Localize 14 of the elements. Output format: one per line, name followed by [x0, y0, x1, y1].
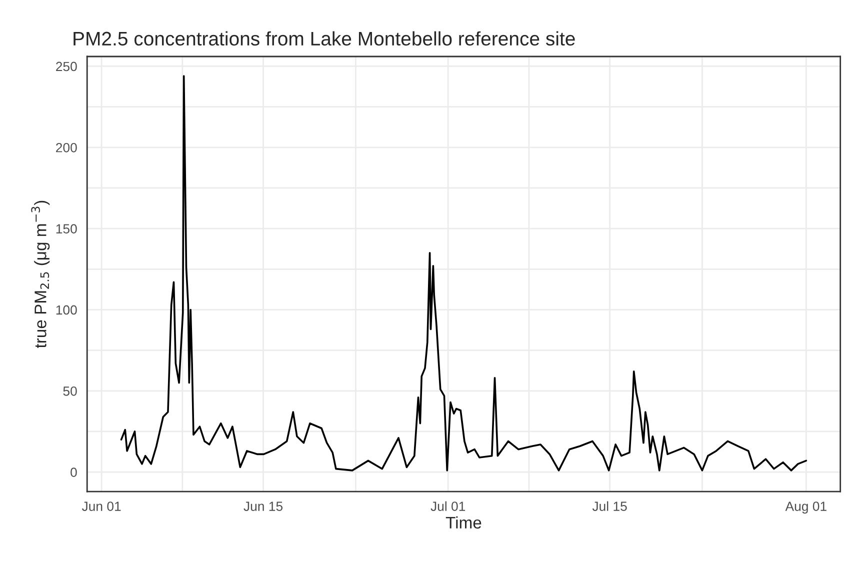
x-tick-label: Jun 01 — [82, 502, 121, 511]
x-tick-label: Jul 01 — [430, 501, 466, 511]
x-tick-label: Jul 15 — [592, 501, 627, 511]
y-tick-label: 50 — [63, 386, 77, 396]
y-tick-label: 200 — [56, 142, 77, 152]
x-axis-title: Time — [446, 516, 482, 529]
y-tick-label: 100 — [56, 305, 77, 315]
y-axis-title: true PM$_{2.5}$ (μg m$^{−3}$) — [31, 200, 50, 348]
y-tick-label: 150 — [56, 224, 77, 234]
x-tick-label: Jun 15 — [244, 502, 283, 511]
chart-title: PM2.5 concentrations from Lake Montebello reference site — [74, 31, 575, 46]
x-tick-label: Aug 01 — [785, 502, 826, 514]
y-tick-label: 0 — [70, 468, 77, 477]
y-tick-label: 250 — [56, 62, 77, 72]
